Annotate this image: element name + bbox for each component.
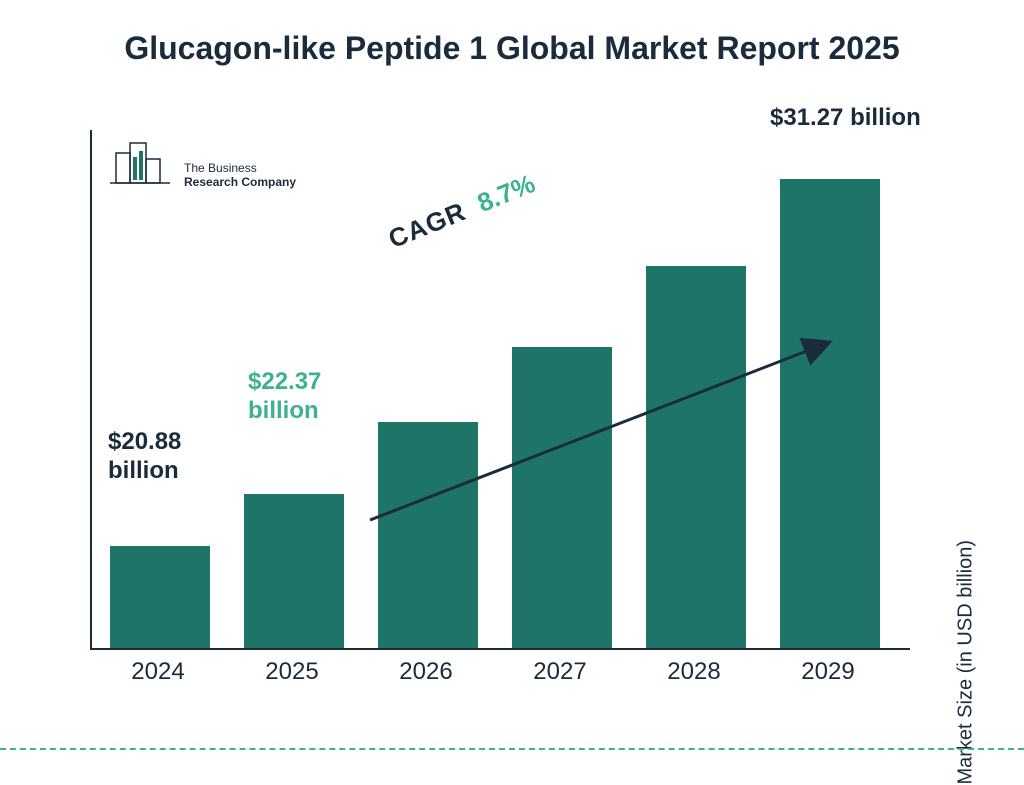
x-tick-label: 2026 bbox=[376, 658, 476, 686]
bar-2029 bbox=[780, 179, 880, 648]
bar-2028 bbox=[646, 266, 746, 648]
bar-2025 bbox=[244, 494, 344, 649]
x-tick-label: 2027 bbox=[510, 658, 610, 686]
x-tick-label: 2028 bbox=[644, 658, 744, 686]
bar-2024 bbox=[110, 546, 210, 648]
bar-value-label: $22.37billion bbox=[248, 368, 321, 426]
x-tick-label: 2025 bbox=[242, 658, 342, 686]
bar-2026 bbox=[378, 422, 478, 648]
bar-2027 bbox=[512, 347, 612, 648]
chart-area: CAGR 8.7% Market Size (in USD billion) 2… bbox=[90, 130, 930, 690]
chart-title: Glucagon-like Peptide 1 Global Market Re… bbox=[0, 0, 1024, 78]
bottom-dashed-divider bbox=[0, 748, 1024, 750]
x-tick-label: 2029 bbox=[778, 658, 878, 686]
bar-value-label: $20.88billion bbox=[108, 428, 181, 486]
bar-value-label: $31.27 billion bbox=[770, 104, 921, 133]
x-tick-label: 2024 bbox=[108, 658, 208, 686]
